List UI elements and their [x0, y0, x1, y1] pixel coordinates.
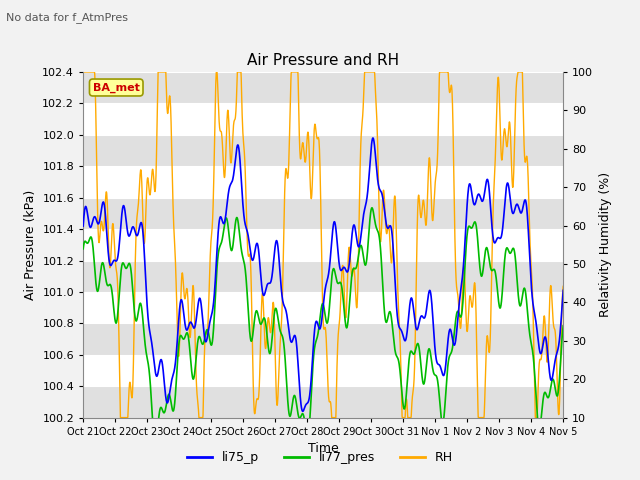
Y-axis label: Relativity Humidity (%): Relativity Humidity (%): [599, 172, 612, 317]
Legend: li75_p, li77_pres, RH: li75_p, li77_pres, RH: [182, 446, 458, 469]
Bar: [83, 72, 563, 103]
Bar: [83, 198, 563, 229]
Text: No data for f_AtmPres: No data for f_AtmPres: [6, 12, 129, 23]
X-axis label: Time: Time: [308, 442, 339, 455]
Y-axis label: Air Pressure (kPa): Air Pressure (kPa): [24, 190, 36, 300]
Title: Air Pressure and RH: Air Pressure and RH: [247, 53, 399, 68]
Bar: [83, 261, 563, 292]
Bar: [83, 324, 563, 355]
Bar: [83, 135, 563, 166]
Text: BA_met: BA_met: [93, 83, 140, 93]
Bar: [83, 386, 563, 418]
